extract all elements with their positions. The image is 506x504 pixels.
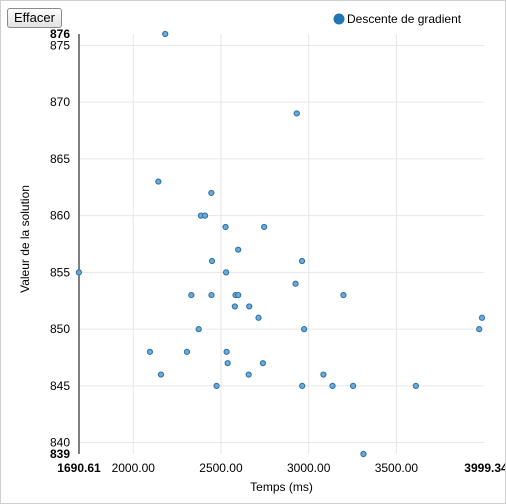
clear-button[interactable]: Effacer (7, 8, 62, 28)
data-point[interactable] (224, 360, 231, 367)
data-points (75, 30, 486, 458)
data-point[interactable] (293, 110, 300, 117)
data-point[interactable] (292, 280, 299, 287)
data-point[interactable] (208, 189, 215, 197)
data-point[interactable] (201, 212, 209, 219)
data-point[interactable] (329, 382, 336, 389)
x-axis-title: Temps (ms) (250, 480, 313, 494)
data-point[interactable] (412, 382, 419, 389)
data-point[interactable] (155, 178, 162, 185)
y-tick-label: 865 (50, 152, 70, 166)
legend-swatch[interactable] (333, 13, 345, 25)
data-point[interactable] (188, 291, 195, 299)
data-point[interactable] (146, 348, 154, 355)
data-point[interactable] (162, 30, 169, 38)
data-point[interactable] (222, 269, 230, 276)
y-tick-label: 860 (50, 209, 70, 223)
x-tick-label: 2500.00 (199, 461, 243, 475)
data-point[interactable] (235, 246, 242, 253)
data-point[interactable] (349, 382, 357, 389)
data-point[interactable] (255, 314, 262, 321)
data-point[interactable] (195, 326, 202, 333)
data-point[interactable] (320, 371, 327, 378)
x-tick-label: 2000.00 (112, 461, 156, 475)
legend[interactable]: Descente de gradient (333, 12, 462, 26)
data-point[interactable] (259, 360, 267, 367)
y-tick-label: 850 (50, 322, 70, 336)
y-max-label: 876 (50, 27, 70, 41)
data-point[interactable] (213, 382, 220, 389)
data-point[interactable] (340, 291, 347, 299)
x-tick-label: 3000.00 (287, 461, 331, 475)
data-point[interactable] (235, 291, 242, 299)
data-point[interactable] (478, 314, 486, 321)
y-tick-label: 875 (50, 38, 70, 52)
data-point[interactable] (301, 326, 308, 333)
y-tick-label: 870 (50, 95, 70, 109)
y-tick-label: 855 (50, 265, 70, 279)
data-point[interactable] (245, 371, 252, 378)
data-point[interactable] (231, 303, 238, 310)
x-tick-label: 3500.00 (375, 461, 419, 475)
data-point[interactable] (157, 371, 165, 378)
data-point[interactable] (208, 291, 215, 299)
y-tick-label: 840 (50, 436, 70, 450)
data-point[interactable] (261, 223, 268, 231)
data-point[interactable] (223, 348, 230, 355)
y-axis-title: Valeur de la solution (18, 185, 32, 293)
data-point[interactable] (222, 223, 229, 231)
data-point[interactable] (299, 382, 306, 389)
data-point[interactable] (75, 269, 82, 276)
y-tick-label: 845 (50, 379, 70, 393)
data-point[interactable] (183, 348, 191, 355)
grid (79, 34, 484, 454)
data-point[interactable] (360, 450, 367, 458)
y-min-label: 839 (50, 447, 70, 461)
x-min-label: 1690.61 (57, 461, 101, 475)
data-point[interactable] (208, 257, 216, 265)
x-max-label: 3999.34 (464, 461, 505, 475)
data-point[interactable] (246, 303, 253, 310)
data-point[interactable] (476, 326, 483, 333)
legend-label[interactable]: Descente de gradient (347, 12, 462, 26)
data-point[interactable] (298, 257, 306, 265)
